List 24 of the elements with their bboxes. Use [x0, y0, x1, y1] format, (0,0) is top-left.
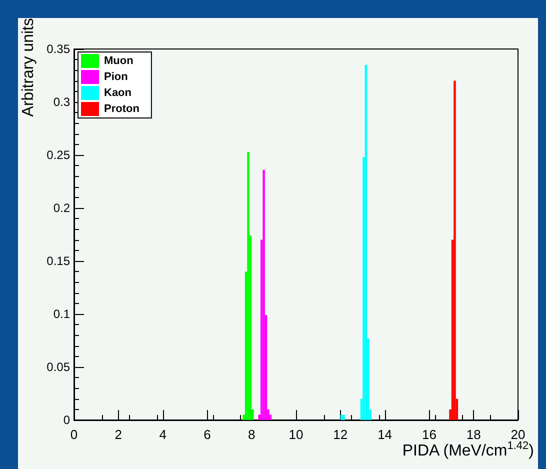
y-tick-label: 0.25	[46, 148, 70, 162]
x-axis-title: PIDA (MeV/cm$^{1.42}$)	[402, 440, 534, 460]
y-tick-label: 0.3	[53, 95, 70, 109]
y-tick-label: 0.35	[46, 42, 70, 56]
x-tick-label: 12	[333, 427, 348, 442]
y-tick-label: 0.15	[46, 254, 70, 268]
y-tick-label: 0.2	[53, 201, 70, 215]
x-tick-label: 8	[248, 427, 256, 442]
x-tick-label: 10	[288, 427, 304, 442]
x-tick-label: 6	[204, 427, 211, 442]
y-tick-label: 0	[63, 413, 70, 427]
y-tick-label: 0.1	[53, 307, 70, 321]
x-tick-label: 16	[422, 427, 436, 442]
y-axis-title: Arbitrary units	[20, 18, 38, 117]
x-tick-label: 2	[114, 427, 122, 442]
legend-label: Pion	[104, 71, 128, 83]
x-tick-label: 18	[466, 427, 481, 442]
legend-label: Muon	[104, 55, 134, 67]
legend-label: Proton	[104, 103, 140, 115]
x-tick-label: 4	[159, 427, 166, 442]
x-tick-label: 14	[378, 427, 392, 442]
x-tick-label: 20	[510, 427, 526, 442]
legend-label: Kaon	[104, 87, 132, 99]
y-tick-label: 0.05	[46, 360, 70, 374]
